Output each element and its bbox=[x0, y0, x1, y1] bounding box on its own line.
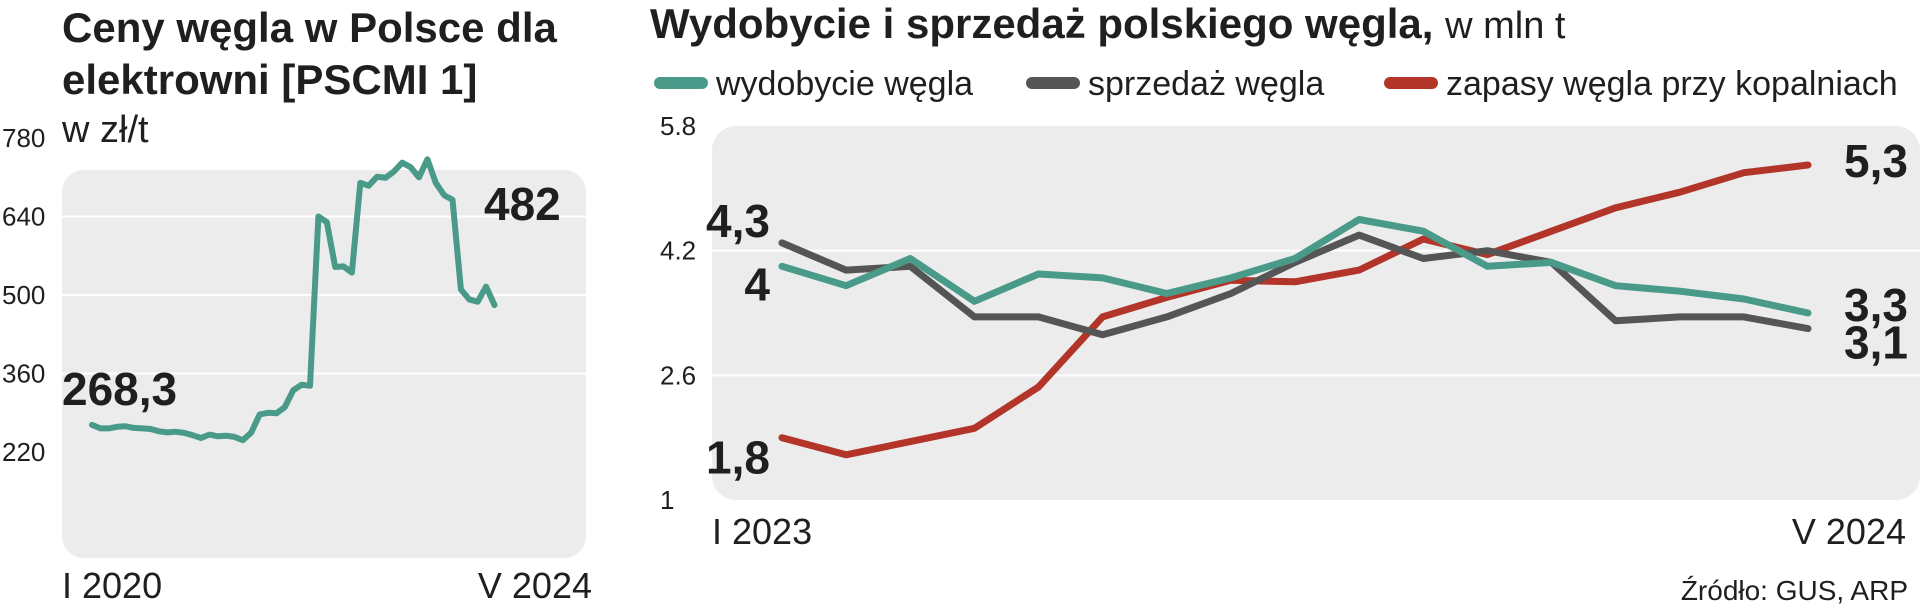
price-y-tick: 640 bbox=[2, 202, 45, 232]
legend-label-sales: sprzedaż węgla bbox=[1088, 65, 1324, 103]
production-y-tick: 4.2 bbox=[660, 236, 696, 266]
sales-line bbox=[778, 231, 1812, 339]
mining-start-label: 4 bbox=[744, 258, 770, 310]
stocks-start-label: 1,8 bbox=[706, 432, 770, 484]
price-chart-plot-area bbox=[62, 170, 586, 558]
price-y-tick: 220 bbox=[2, 437, 45, 467]
production-x-start-label: I 2023 bbox=[712, 511, 812, 552]
production-y-tick: 1 bbox=[660, 485, 674, 515]
price-chart-title-line-1: Ceny węgla w Polsce dla bbox=[62, 4, 557, 51]
legend: wydobycie węgla sprzedaż węgla zapasy wę… bbox=[654, 65, 1898, 103]
source-note: Źródło: GUS, ARP bbox=[1681, 575, 1908, 606]
price-y-tick: 780 bbox=[2, 123, 45, 153]
price-y-tick: 360 bbox=[2, 359, 45, 389]
price-start-label: 268,3 bbox=[62, 363, 177, 415]
mining-end-label: 3,3 bbox=[1844, 279, 1908, 331]
mining-line bbox=[778, 216, 1812, 317]
sales-end-label: 3,1 bbox=[1844, 317, 1908, 369]
production-chart-y-axis: 5.8 4.2 2.6 1 bbox=[660, 111, 696, 515]
price-chart-gridlines bbox=[62, 215, 586, 375]
price-chart-unit: w zł/t bbox=[61, 109, 149, 151]
price-x-end-label: V 2024 bbox=[478, 565, 592, 606]
production-chart-data-labels: 4 3,3 4,3 3,1 1,8 5,3 bbox=[706, 135, 1908, 484]
stocks-line bbox=[778, 161, 1812, 459]
production-chart: Wydobycie i sprzedaż polskiego węgla, w … bbox=[650, 0, 1920, 606]
production-y-tick: 5.8 bbox=[660, 111, 696, 141]
price-x-start-label: I 2020 bbox=[62, 565, 162, 606]
price-chart: Ceny węgla w Polsce dla elektrowni [PSCM… bbox=[2, 4, 592, 606]
production-chart-title-main: Wydobycie i sprzedaż polskiego węgla bbox=[650, 0, 1422, 47]
price-chart-y-axis: 780 640 500 360 220 bbox=[2, 123, 45, 467]
production-x-end-label: V 2024 bbox=[1792, 511, 1906, 552]
sales-start-label: 4,3 bbox=[706, 195, 770, 247]
production-y-tick: 2.6 bbox=[660, 360, 696, 390]
legend-label-stocks: zapasy węgla przy kopalniach bbox=[1446, 65, 1898, 103]
price-end-label: 482 bbox=[484, 178, 561, 230]
legend-label-mining: wydobycie węgla bbox=[715, 65, 973, 103]
production-chart-title: Wydobycie i sprzedaż polskiego węgla, w … bbox=[650, 0, 1566, 47]
price-line bbox=[89, 156, 498, 444]
production-chart-unit: w mln t bbox=[1444, 5, 1566, 47]
stocks-end-label: 5,3 bbox=[1844, 135, 1908, 187]
price-chart-title-line-2: elektrowni [PSCMI 1] bbox=[62, 56, 477, 103]
price-y-tick: 500 bbox=[2, 280, 45, 310]
production-chart-lines bbox=[778, 161, 1812, 459]
